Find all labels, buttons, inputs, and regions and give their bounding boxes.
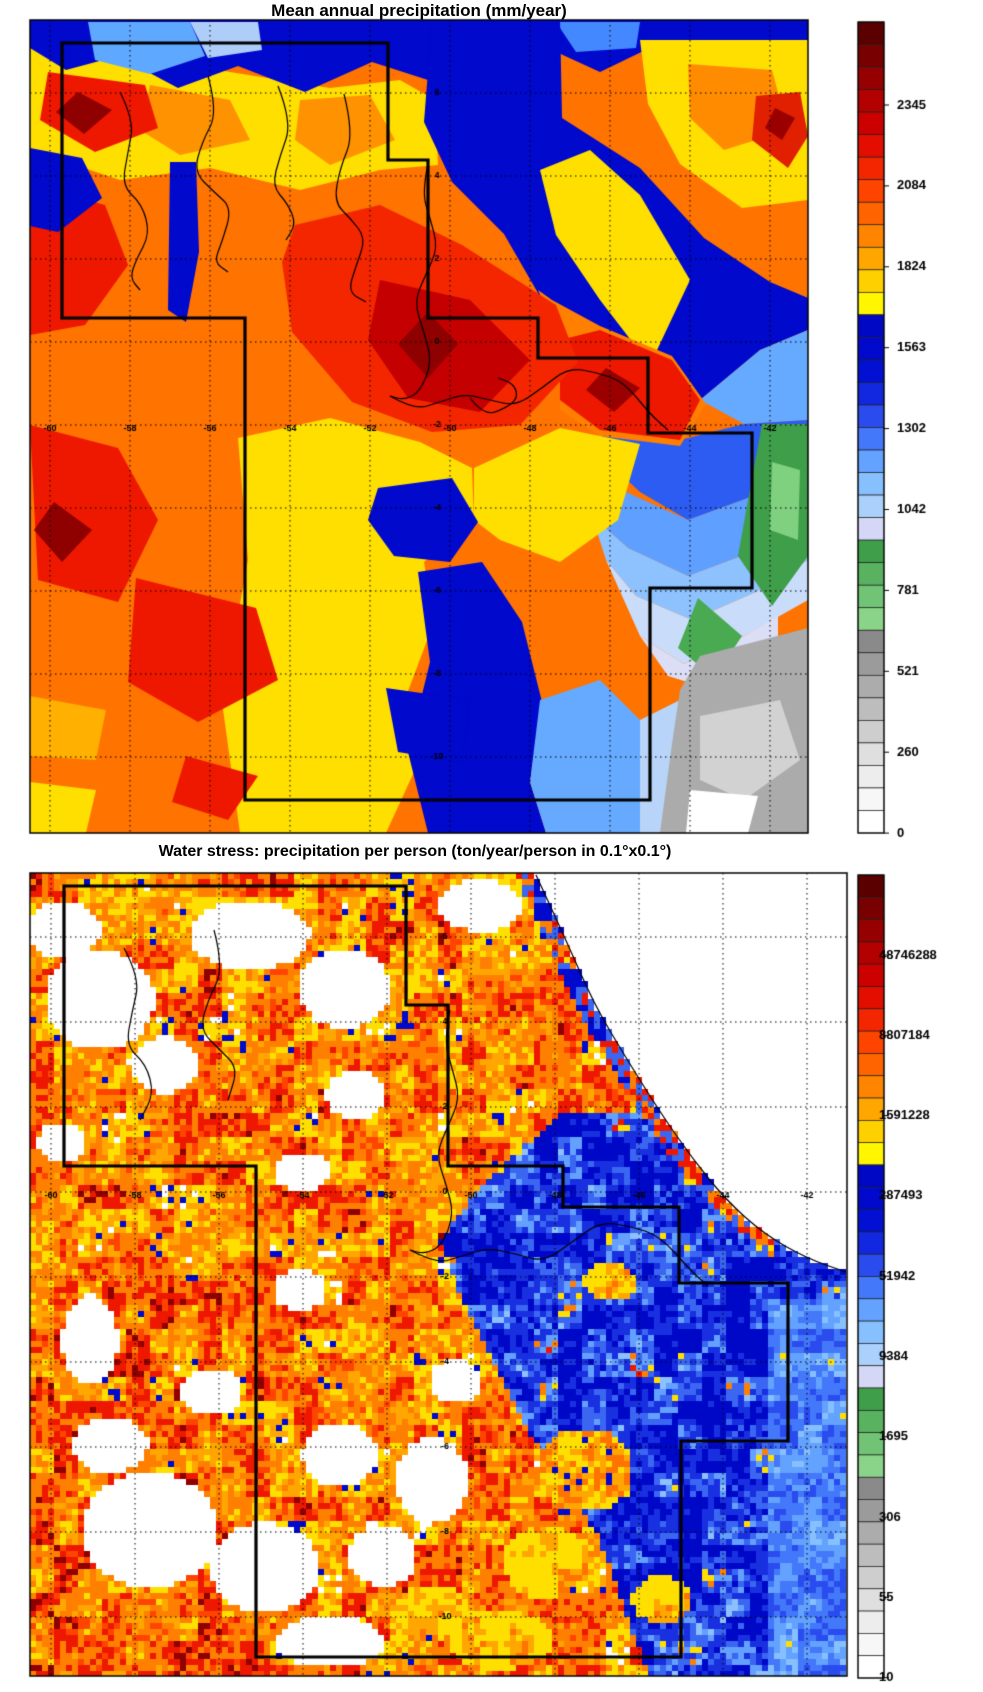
panel2-title: Water stress: precipitation per person (… [158,843,672,860]
panel1-title: Mean annual precipitation (mm/year) [271,1,567,20]
